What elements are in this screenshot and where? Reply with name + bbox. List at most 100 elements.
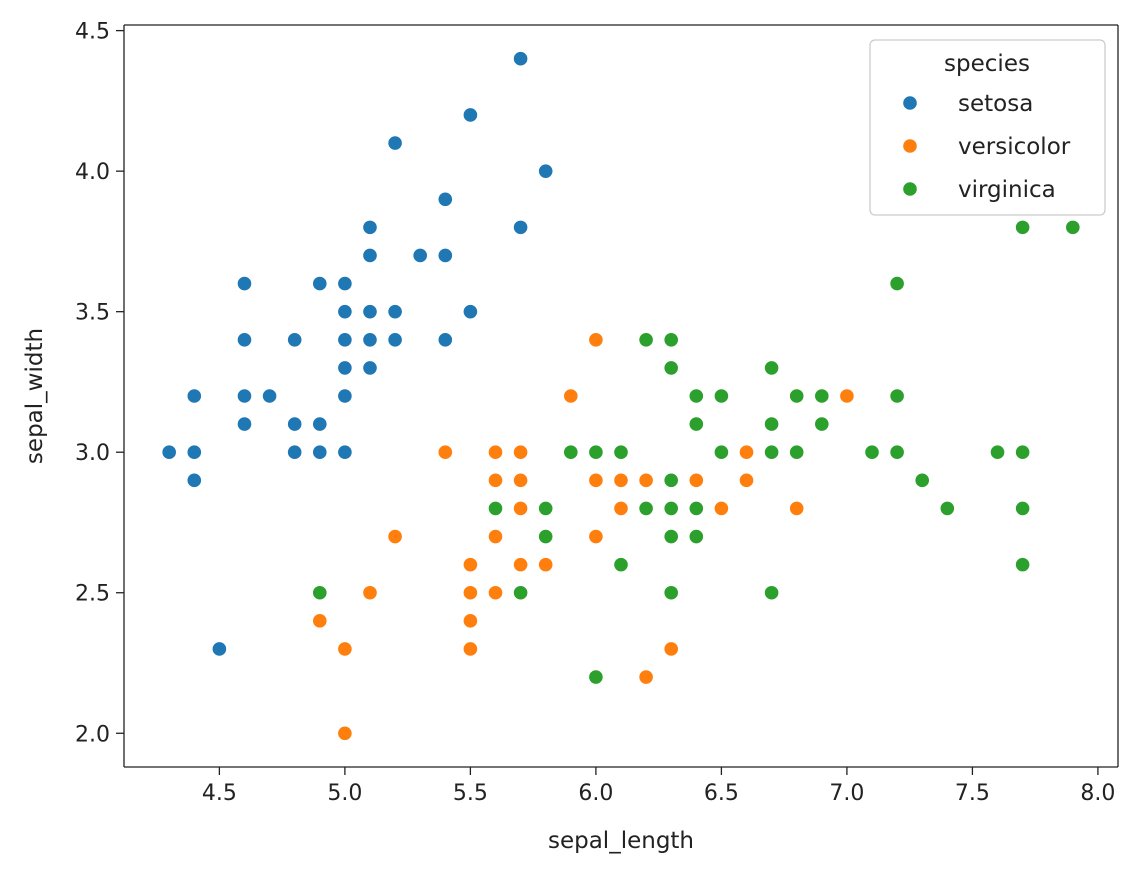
- x-tick-label-2: 5.5: [453, 781, 488, 806]
- legend-label-versicolor: versicolor: [958, 134, 1071, 160]
- point-versicolor-20: [562, 388, 579, 404]
- point-virginica-31: [1065, 219, 1081, 236]
- point-versicolor-28: [588, 472, 604, 489]
- point-virginica-19: [588, 669, 604, 685]
- point-versicolor-18: [638, 669, 654, 685]
- point-virginica-11: [688, 528, 705, 545]
- point-virginica-34: [613, 556, 629, 573]
- x-tick-label-0: 4.5: [202, 781, 237, 806]
- x-tick-label-3: 6.0: [578, 781, 613, 806]
- point-virginica-27: [613, 444, 629, 461]
- point-virginica-29: [889, 444, 905, 461]
- point-setosa-46: [362, 219, 378, 236]
- y-tick-label-3: 3.5: [75, 301, 110, 326]
- y-tick-label-0: 2.0: [75, 722, 110, 747]
- point-versicolor-0: [839, 388, 855, 404]
- point-virginica-38: [588, 444, 604, 461]
- point-versicolor-13: [613, 472, 629, 489]
- legend-marker-setosa: [902, 95, 918, 111]
- point-setosa-16: [437, 191, 454, 208]
- point-setosa-41: [211, 641, 228, 657]
- point-setosa-39: [362, 331, 378, 348]
- point-setosa-26: [337, 331, 353, 348]
- point-virginica-25: [889, 388, 905, 404]
- point-setosa-27: [387, 303, 403, 320]
- legend-label-setosa: setosa: [958, 91, 1033, 117]
- point-versicolor-33: [588, 528, 604, 545]
- point-virginica-49: [562, 444, 579, 461]
- point-versicolor-43: [337, 641, 353, 657]
- point-virginica-13: [512, 584, 529, 601]
- point-versicolor-34: [437, 444, 454, 461]
- point-versicolor-35: [588, 331, 604, 348]
- point-setosa-14: [537, 163, 554, 179]
- y-tick-label-2: 3.0: [75, 441, 110, 466]
- point-virginica-43: [788, 388, 805, 404]
- point-setosa-6: [236, 331, 253, 348]
- point-virginica-14: [537, 500, 554, 517]
- point-versicolor-4: [713, 500, 730, 517]
- point-versicolor-37: [663, 641, 680, 657]
- point-setosa-10: [437, 247, 454, 264]
- y-tick-label-1: 2.5: [75, 582, 110, 607]
- point-versicolor-47: [638, 472, 654, 489]
- point-virginica-26: [638, 500, 654, 517]
- point-virginica-18: [1014, 556, 1031, 573]
- x-ticks: 4.5 5.0 5.5 6.0 6.5 7.0 7.5 8.0: [202, 767, 1115, 806]
- point-versicolor-48: [362, 584, 378, 601]
- y-tick-label-4: 4.0: [75, 160, 110, 185]
- point-virginica-5: [989, 444, 1006, 461]
- point-virginica-33: [663, 500, 680, 517]
- point-virginica-7: [914, 472, 931, 489]
- point-setosa-8: [186, 472, 203, 489]
- point-setosa-37: [311, 275, 328, 292]
- point-virginica-21: [487, 500, 504, 517]
- point-virginica-22: [1014, 500, 1031, 517]
- point-versicolor-24: [688, 472, 705, 489]
- point-virginica-42: [537, 528, 554, 545]
- point-virginica-2: [864, 444, 880, 461]
- point-setosa-15: [512, 50, 529, 67]
- x-axis-title: sepal_length: [548, 828, 694, 854]
- point-virginica-35: [1014, 444, 1031, 461]
- point-versicolor-14: [487, 472, 504, 489]
- point-virginica-41: [814, 416, 830, 432]
- point-virginica-0: [663, 360, 680, 376]
- x-tick-label-7: 8.0: [1080, 781, 1115, 806]
- points-layer: [161, 50, 1081, 742]
- point-versicolor-44: [487, 528, 504, 545]
- point-versicolor-3: [462, 641, 479, 657]
- point-versicolor-23: [613, 500, 629, 517]
- legend-marker-virginica: [902, 181, 918, 197]
- point-setosa-23: [362, 360, 378, 376]
- point-versicolor-46: [512, 472, 529, 489]
- point-versicolor-45: [512, 444, 529, 461]
- point-virginica-15: [688, 388, 705, 404]
- point-versicolor-8: [738, 472, 755, 489]
- point-setosa-38: [186, 444, 203, 461]
- point-setosa-45: [286, 444, 303, 461]
- point-versicolor-31: [462, 613, 479, 629]
- point-virginica-37: [688, 416, 705, 432]
- legend-items: setosa versicolor virginica: [902, 91, 1071, 203]
- point-setosa-36: [462, 303, 479, 320]
- point-versicolor-9: [387, 528, 403, 545]
- point-virginica-3: [663, 472, 680, 489]
- x-tick-label-5: 7.0: [829, 781, 864, 806]
- point-versicolor-26: [788, 500, 805, 517]
- point-setosa-4: [337, 275, 353, 292]
- point-virginica-40: [763, 416, 780, 432]
- point-setosa-32: [387, 135, 403, 151]
- point-versicolor-39: [462, 584, 479, 601]
- point-virginica-47: [713, 444, 730, 461]
- point-virginica-23: [663, 528, 680, 545]
- point-setosa-43: [337, 303, 353, 320]
- point-virginica-20: [814, 388, 830, 404]
- point-virginica-44: [763, 360, 780, 376]
- point-setosa-18: [512, 219, 529, 236]
- point-versicolor-19: [487, 584, 504, 601]
- point-virginica-9: [889, 275, 905, 292]
- legend-label-virginica: virginica: [958, 177, 1056, 203]
- point-virginica-32: [688, 500, 705, 517]
